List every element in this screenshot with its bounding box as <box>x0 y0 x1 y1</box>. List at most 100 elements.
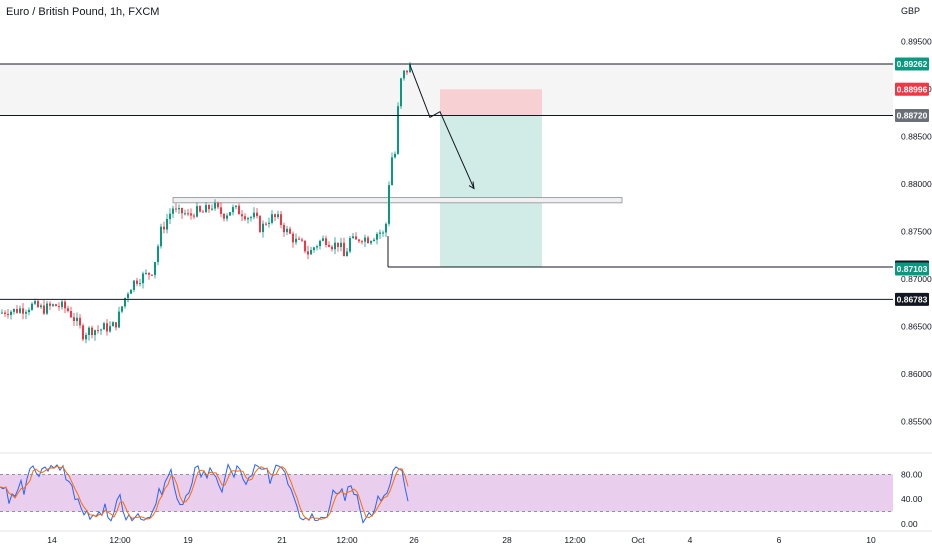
candle-body <box>364 237 366 242</box>
candle-body <box>271 214 273 223</box>
candle-body <box>184 213 186 215</box>
candle-body <box>148 272 150 275</box>
candle-body <box>169 213 171 219</box>
x-tick-label: 19 <box>183 535 193 545</box>
candle-body <box>196 206 198 217</box>
candle-body <box>121 306 123 312</box>
y-tick-label: 0.88000 <box>901 179 932 189</box>
candle-body <box>331 246 333 250</box>
candle-body <box>202 211 204 213</box>
candle-body <box>283 224 285 233</box>
y-tick-label: 0.87000 <box>901 274 932 284</box>
time-axis[interactable]: 14 12:00 19 21 12:00 26 28 12:00 Oct 4 6 10 <box>0 530 932 545</box>
candle-body <box>61 301 63 308</box>
candle-body <box>295 238 297 243</box>
x-tick-label: Oct <box>631 535 645 545</box>
candle-body <box>181 208 183 214</box>
candle-body <box>43 305 45 314</box>
candle-body <box>133 280 135 290</box>
x-tick-label: 12:00 <box>109 535 131 545</box>
candle-body <box>22 308 24 314</box>
candle-body <box>274 214 276 218</box>
candle-body <box>151 274 153 276</box>
candle-body <box>55 304 57 307</box>
candle-body <box>118 311 120 328</box>
candles <box>1 61 411 344</box>
candle-body <box>103 323 105 330</box>
x-tick-label: 14 <box>47 535 57 545</box>
candle-body <box>256 212 258 217</box>
candle-body <box>382 232 384 234</box>
candle-body <box>313 247 315 250</box>
candle-body <box>226 215 228 219</box>
x-tick-label: 12:00 <box>336 535 358 545</box>
candle-body <box>7 314 9 316</box>
candle-body <box>76 317 78 321</box>
candle-body <box>379 232 381 234</box>
chart-zones <box>0 63 893 268</box>
candle-body <box>13 308 15 312</box>
candle-body <box>250 217 252 219</box>
candle-body <box>46 303 48 314</box>
y-tick-label: 0.87500 <box>901 226 932 236</box>
x-tick-label: 28 <box>502 535 512 545</box>
candle-body <box>70 311 72 318</box>
candle-body <box>277 214 279 218</box>
candle-body <box>25 312 27 314</box>
candle-body <box>94 330 96 336</box>
y-tick-label: 0.85500 <box>901 416 932 426</box>
candle-body <box>106 323 108 332</box>
projection-arrowhead <box>468 181 475 190</box>
candle-body <box>319 240 321 247</box>
price-axis[interactable]: 0.895000.890000.885000.880000.875000.870… <box>895 36 932 529</box>
candle-body <box>37 301 39 308</box>
candle-body <box>112 322 114 327</box>
candle-body <box>220 207 222 214</box>
oscillator-band <box>0 474 893 512</box>
candle-body <box>160 226 162 247</box>
x-tick-label: 10 <box>866 535 876 545</box>
candle-body <box>91 327 93 336</box>
candle-body <box>247 218 249 220</box>
x-tick-label: 26 <box>409 535 419 545</box>
candle-body <box>199 206 201 212</box>
candle-body <box>289 228 291 234</box>
y-tick-label: 0.89500 <box>901 36 932 46</box>
candle-body <box>280 214 282 225</box>
candle-body <box>355 236 357 240</box>
candle-body <box>124 297 126 307</box>
oscillator-tick-label: 0.00 <box>901 519 918 529</box>
candle-body <box>367 237 369 244</box>
candle-body <box>388 185 390 224</box>
candle-body <box>109 326 111 332</box>
candle-body <box>19 308 21 313</box>
candle-body <box>100 329 102 331</box>
candle-body <box>115 322 117 328</box>
level-price-tag: 0.88720 <box>897 110 928 120</box>
candle-body <box>175 208 177 210</box>
candle-body <box>142 273 144 284</box>
candle-body <box>349 238 351 252</box>
candle-body <box>40 305 42 308</box>
candle-body <box>85 334 87 340</box>
candle-body <box>307 251 309 255</box>
candle-body <box>64 301 66 309</box>
currency-label: GBP <box>901 6 921 16</box>
horizontal-levels[interactable] <box>0 63 893 300</box>
candle-body <box>337 242 339 247</box>
y-tick-label: 0.86000 <box>901 369 932 379</box>
candle-body <box>88 327 90 335</box>
candle-body <box>136 280 138 284</box>
candle-body <box>322 238 324 241</box>
candle-body <box>154 262 156 276</box>
candle-body <box>127 293 129 298</box>
level-price-tag-bg <box>895 57 929 71</box>
candle-body <box>73 317 75 321</box>
candle-body <box>385 223 387 233</box>
candle-body <box>97 330 99 332</box>
candle-body <box>31 303 33 310</box>
candle-body <box>352 236 354 239</box>
price-tag-bg <box>895 82 929 96</box>
price-tag: 0.88996 <box>897 84 928 94</box>
